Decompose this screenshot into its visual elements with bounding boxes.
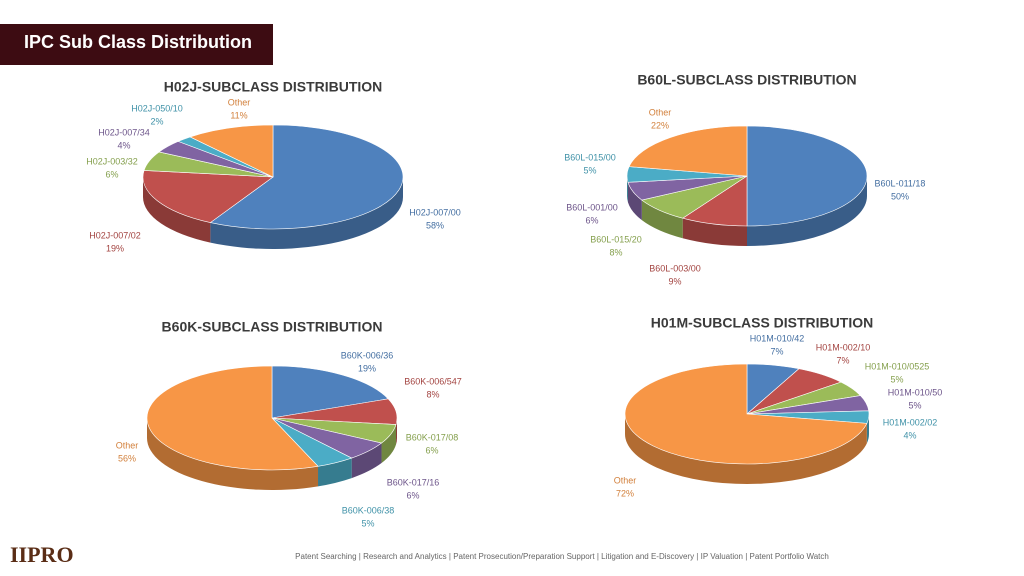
value-label: 5% <box>890 374 903 384</box>
title-bar <box>0 24 273 65</box>
value-label: 5% <box>908 400 921 410</box>
slice-side <box>381 424 397 464</box>
slice-label: H02J-050/10 <box>131 103 183 113</box>
value-label: 19% <box>106 243 124 253</box>
value-label: 19% <box>358 363 376 373</box>
value-label: 11% <box>230 110 247 120</box>
slice <box>189 124 274 178</box>
value-label: 72% <box>616 488 634 498</box>
slice-side <box>627 176 628 203</box>
chart-title: B60L-SUBCLASS DISTRIBUTION <box>637 72 856 88</box>
slice-label: B60K-017/16 <box>387 477 440 487</box>
slice-side <box>627 182 642 221</box>
footer-text: Patent Searching | Research and Analytic… <box>295 552 829 561</box>
slice-label: B60L-003/00 <box>649 263 701 273</box>
chart-title: H02J-SUBCLASS DISTRIBUTION <box>164 79 383 95</box>
value-label: 56% <box>118 453 136 463</box>
value-label: 22% <box>651 120 669 130</box>
slice-label: Other <box>116 440 139 450</box>
value-label: 5% <box>361 518 374 528</box>
slice-side <box>866 414 869 444</box>
value-label: 6% <box>105 169 118 179</box>
slice-label: H02J-007/34 <box>98 127 150 137</box>
value-label: 8% <box>426 389 439 399</box>
slice-label: H01M-010/50 <box>888 387 943 397</box>
slice <box>146 365 319 471</box>
value-label: 6% <box>425 445 438 455</box>
value-label: 58% <box>426 220 444 230</box>
value-label: 5% <box>583 165 596 175</box>
slice-side <box>641 200 683 239</box>
value-label: 50% <box>891 191 909 201</box>
value-label: 6% <box>585 215 598 225</box>
slice-label: H01M-002/02 <box>883 417 938 427</box>
slice-side <box>210 177 403 249</box>
slice <box>142 170 274 223</box>
slice-label: H02J-007/02 <box>89 230 141 240</box>
slice-label: H01M-010/42 <box>750 333 805 343</box>
slice-label: B60K-006/36 <box>341 350 394 360</box>
slice-side <box>682 218 747 246</box>
slice-label: B60L-015/00 <box>564 152 616 162</box>
slice-label: B60L-011/18 <box>875 178 926 188</box>
slice <box>628 125 748 177</box>
slice-label: B60K-017/08 <box>406 432 459 442</box>
slice-label: B60K-006/547 <box>404 376 462 386</box>
slice-label: B60L-001/00 <box>566 202 618 212</box>
value-label: 7% <box>836 355 849 365</box>
slice-side <box>351 443 382 479</box>
slice-label: B60K-006/38 <box>342 505 395 515</box>
value-label: 6% <box>406 490 419 500</box>
value-label: 9% <box>668 276 681 286</box>
slice-label: H02J-007/00 <box>409 207 461 217</box>
slice-side <box>624 414 867 484</box>
slice-side <box>318 458 352 487</box>
value-label: 4% <box>117 140 130 150</box>
slice-label: H01M-010/0525 <box>865 361 930 371</box>
chart-title: B60K-SUBCLASS DISTRIBUTION <box>162 319 383 335</box>
slice-side <box>747 176 867 246</box>
slice-side <box>147 418 319 490</box>
slice-label: B60L-015/20 <box>590 234 642 244</box>
slice-label: Other <box>614 475 637 485</box>
value-label: 8% <box>609 247 622 257</box>
slice-side <box>143 177 211 243</box>
logo: IIPRO <box>10 542 74 567</box>
slide-title: IPC Sub Class Distribution <box>24 32 252 52</box>
chart-title: H01M-SUBCLASS DISTRIBUTION <box>651 315 873 331</box>
slice-label: Other <box>649 107 672 117</box>
slice <box>624 363 868 465</box>
slice-label: Other <box>228 97 251 107</box>
value-label: 4% <box>903 430 916 440</box>
slice <box>271 365 389 419</box>
slice-label: H01M-002/10 <box>816 342 871 352</box>
value-label: 7% <box>770 346 783 356</box>
slice-label: H02J-003/32 <box>86 156 138 166</box>
slice <box>209 124 404 230</box>
slice <box>746 125 868 227</box>
value-label: 2% <box>150 116 163 126</box>
